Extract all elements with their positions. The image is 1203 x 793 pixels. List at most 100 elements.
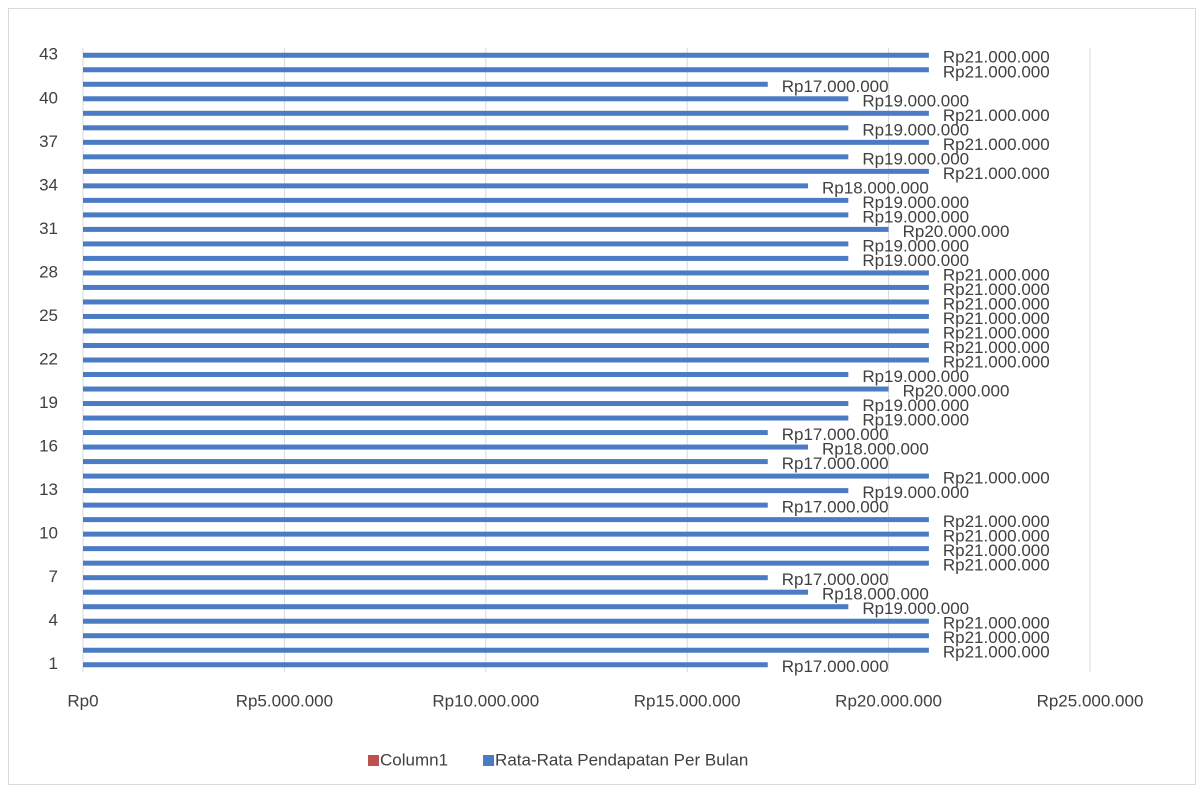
x-tick-label: Rp5.000.000 bbox=[236, 691, 333, 710]
data-label: Rp18.000.000 bbox=[822, 440, 929, 459]
bar bbox=[83, 401, 849, 407]
x-tick-label: Rp15.000.000 bbox=[634, 691, 741, 710]
data-label: Rp19.000.000 bbox=[862, 120, 969, 139]
bar bbox=[83, 502, 768, 508]
data-label: Rp17.000.000 bbox=[782, 570, 889, 589]
bar bbox=[83, 328, 929, 334]
data-label: Rp21.000.000 bbox=[943, 628, 1050, 647]
data-label: Rp21.000.000 bbox=[943, 106, 1050, 125]
bar bbox=[83, 386, 889, 392]
data-label: Rp21.000.000 bbox=[943, 62, 1050, 81]
bar bbox=[83, 618, 929, 624]
y-tick-label: 43 bbox=[39, 45, 58, 64]
bar bbox=[83, 168, 929, 174]
bar bbox=[83, 67, 929, 73]
data-label: Rp19.000.000 bbox=[862, 483, 969, 502]
y-tick-label: 1 bbox=[49, 654, 58, 673]
data-label: Rp17.000.000 bbox=[782, 77, 889, 96]
data-label: Rp17.000.000 bbox=[782, 657, 889, 676]
bar bbox=[83, 575, 768, 581]
bar bbox=[83, 125, 849, 131]
y-tick-label: 16 bbox=[39, 437, 58, 456]
bar bbox=[83, 313, 929, 319]
data-label: Rp17.000.000 bbox=[782, 454, 889, 473]
chart-border bbox=[8, 8, 1196, 785]
bar bbox=[83, 488, 849, 494]
bar bbox=[83, 589, 809, 595]
data-label: Rp21.000.000 bbox=[943, 323, 1050, 342]
bar bbox=[83, 662, 768, 668]
bar bbox=[83, 110, 929, 116]
bar bbox=[83, 284, 929, 290]
bar bbox=[83, 183, 809, 189]
y-tick-label: 19 bbox=[39, 393, 58, 412]
bar bbox=[83, 81, 768, 87]
bar bbox=[83, 473, 929, 479]
bar bbox=[83, 546, 929, 552]
bar bbox=[83, 430, 768, 436]
y-tick-label: 10 bbox=[39, 524, 58, 543]
y-tick-label: 31 bbox=[39, 219, 58, 238]
bar bbox=[83, 517, 929, 523]
y-tick-label: 7 bbox=[49, 567, 58, 586]
bar bbox=[83, 604, 849, 610]
bar bbox=[83, 52, 929, 58]
data-label: Rp18.000.000 bbox=[822, 178, 929, 197]
data-label: Rp17.000.000 bbox=[782, 498, 889, 517]
data-label: Rp19.000.000 bbox=[862, 411, 969, 430]
data-label: Rp18.000.000 bbox=[822, 585, 929, 604]
bar bbox=[83, 357, 929, 363]
bar bbox=[83, 342, 929, 348]
y-tick-label: 34 bbox=[39, 175, 58, 194]
data-label: Rp19.000.000 bbox=[862, 207, 969, 226]
x-tick-label: Rp0 bbox=[67, 691, 98, 710]
data-label: Rp21.000.000 bbox=[943, 309, 1050, 328]
data-label: Rp21.000.000 bbox=[943, 280, 1050, 299]
bar bbox=[83, 459, 768, 465]
data-label: Rp21.000.000 bbox=[943, 614, 1050, 633]
bar bbox=[83, 633, 929, 639]
data-label: Rp21.000.000 bbox=[943, 469, 1050, 488]
y-tick-label: 28 bbox=[39, 262, 58, 281]
y-tick-label: 22 bbox=[39, 349, 58, 368]
data-label: Rp21.000.000 bbox=[943, 556, 1050, 575]
y-tick-label: 4 bbox=[49, 611, 58, 630]
data-label: Rp19.000.000 bbox=[862, 599, 969, 618]
bar bbox=[83, 96, 849, 102]
legend-swatch bbox=[483, 755, 495, 766]
data-label: Rp21.000.000 bbox=[943, 265, 1050, 284]
legend-swatch bbox=[368, 755, 379, 766]
data-label: Rp19.000.000 bbox=[862, 396, 969, 415]
bar bbox=[83, 154, 849, 160]
bar bbox=[83, 226, 889, 232]
x-tick-label: Rp20.000.000 bbox=[835, 691, 942, 710]
legend-label: Column1 bbox=[380, 750, 448, 769]
x-tick-label: Rp25.000.000 bbox=[1037, 691, 1144, 710]
data-label: Rp19.000.000 bbox=[862, 251, 969, 270]
bar bbox=[83, 139, 929, 145]
data-label: Rp21.000.000 bbox=[943, 527, 1050, 546]
y-tick-label: 40 bbox=[39, 88, 58, 107]
data-label: Rp19.000.000 bbox=[862, 149, 969, 168]
bar bbox=[83, 560, 929, 566]
data-label: Rp19.000.000 bbox=[862, 193, 969, 212]
bar bbox=[83, 197, 849, 203]
y-tick-label: 25 bbox=[39, 306, 58, 325]
bar bbox=[83, 415, 849, 421]
data-label: Rp19.000.000 bbox=[862, 236, 969, 255]
data-label: Rp17.000.000 bbox=[782, 425, 889, 444]
bar bbox=[83, 372, 849, 378]
data-label: Rp21.000.000 bbox=[943, 512, 1050, 531]
data-label: Rp21.000.000 bbox=[943, 164, 1050, 183]
data-label: Rp21.000.000 bbox=[943, 643, 1050, 662]
bar bbox=[83, 647, 929, 653]
data-label: Rp21.000.000 bbox=[943, 352, 1050, 371]
data-label: Rp21.000.000 bbox=[943, 48, 1050, 67]
data-label: Rp20.000.000 bbox=[903, 382, 1010, 401]
data-label: Rp21.000.000 bbox=[943, 541, 1050, 560]
bar bbox=[83, 444, 809, 450]
data-label: Rp20.000.000 bbox=[903, 222, 1010, 241]
data-label: Rp19.000.000 bbox=[862, 91, 969, 110]
bar bbox=[83, 270, 929, 276]
